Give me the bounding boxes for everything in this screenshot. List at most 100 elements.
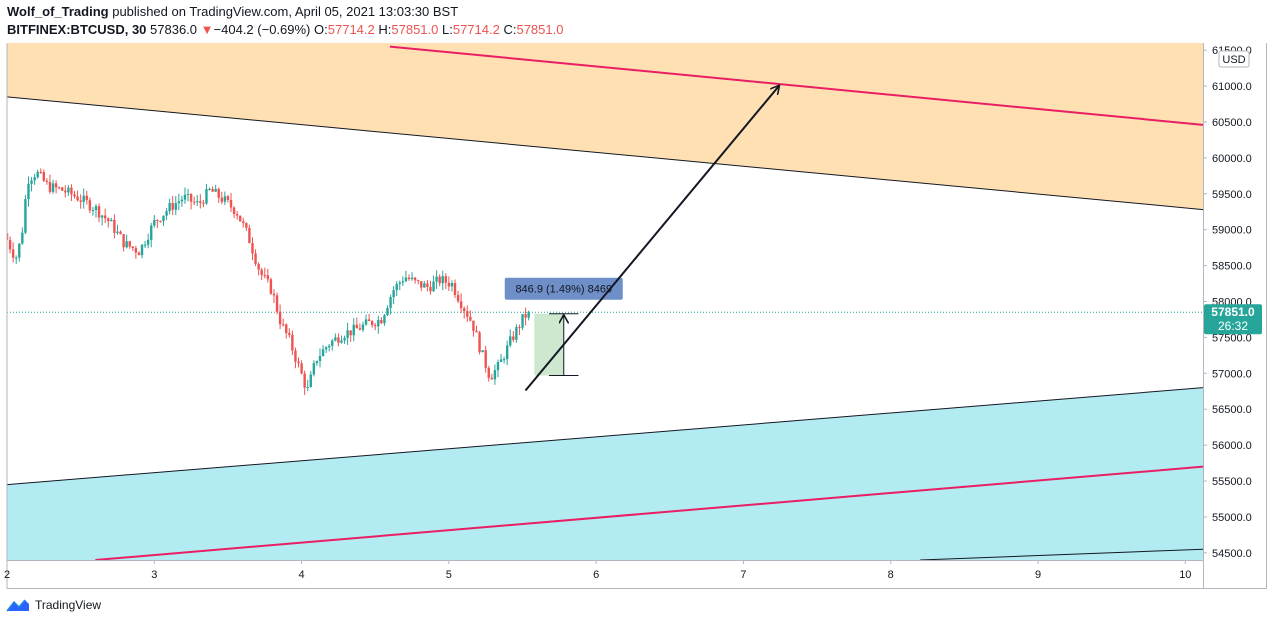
candle[interactable] — [349, 330, 352, 342]
candle[interactable] — [392, 286, 395, 305]
lower-channel-line[interactable] — [7, 387, 1203, 486]
y-tick-label[interactable]: 60000.0 — [1212, 153, 1252, 165]
candle[interactable] — [125, 234, 128, 249]
candle[interactable] — [389, 294, 392, 315]
candle[interactable] — [165, 208, 168, 220]
candle[interactable] — [177, 193, 181, 211]
candle[interactable] — [21, 227, 24, 245]
candle[interactable] — [153, 214, 156, 228]
candle[interactable] — [395, 281, 398, 296]
candle[interactable] — [82, 188, 85, 209]
y-tick-label[interactable]: 55500.0 — [1212, 476, 1252, 488]
y-tick-label[interactable]: 58500.0 — [1212, 261, 1252, 273]
candle[interactable] — [48, 174, 52, 194]
candle[interactable] — [51, 179, 55, 194]
candle[interactable] — [413, 276, 417, 284]
candle[interactable] — [128, 240, 131, 249]
candle[interactable] — [493, 364, 497, 385]
candle[interactable] — [45, 178, 49, 185]
candle[interactable] — [288, 328, 291, 338]
candle[interactable] — [33, 173, 36, 185]
candle[interactable] — [202, 199, 205, 208]
candle[interactable] — [303, 370, 306, 395]
upper-median-line[interactable] — [389, 45, 1203, 126]
candle[interactable] — [306, 379, 309, 392]
candle[interactable] — [150, 222, 153, 248]
candle[interactable] — [309, 371, 312, 388]
candle[interactable] — [36, 169, 39, 179]
candle[interactable] — [91, 206, 95, 216]
candle[interactable] — [235, 210, 239, 220]
y-axis[interactable]: 61500.061000.060500.060000.059500.059000… — [1203, 45, 1252, 560]
candle[interactable] — [266, 268, 270, 283]
candle[interactable] — [324, 346, 328, 354]
candle[interactable] — [199, 194, 202, 209]
candle[interactable] — [143, 240, 147, 249]
candle[interactable] — [358, 323, 362, 331]
candle[interactable] — [100, 214, 104, 226]
candle[interactable] — [189, 193, 193, 210]
candle[interactable] — [156, 219, 159, 228]
candle[interactable] — [183, 187, 187, 204]
candle[interactable] — [327, 343, 331, 352]
candle[interactable] — [367, 313, 371, 322]
candle[interactable] — [168, 198, 171, 215]
candle[interactable] — [226, 194, 230, 203]
candle[interactable] — [192, 196, 196, 205]
y-tick-label[interactable]: 61000.0 — [1212, 81, 1252, 93]
candle[interactable] — [383, 314, 386, 326]
candle[interactable] — [447, 276, 451, 292]
candle[interactable] — [67, 185, 70, 196]
candle[interactable] — [159, 220, 162, 223]
candle[interactable] — [456, 290, 460, 304]
candle[interactable] — [15, 255, 18, 264]
candle[interactable] — [300, 360, 303, 375]
candle[interactable] — [355, 317, 359, 329]
candle[interactable] — [245, 222, 248, 232]
candle[interactable] — [429, 280, 432, 295]
candle[interactable] — [30, 176, 33, 192]
candle[interactable] — [410, 272, 414, 281]
candle[interactable] — [444, 273, 448, 289]
candle[interactable] — [487, 365, 490, 382]
candle[interactable] — [420, 281, 423, 292]
candle[interactable] — [229, 192, 233, 213]
y-tick-label[interactable]: 60500.0 — [1212, 117, 1252, 129]
candle[interactable] — [346, 322, 349, 345]
candle[interactable] — [6, 228, 9, 241]
candle[interactable] — [281, 318, 285, 327]
candle[interactable] — [85, 190, 88, 205]
upper-channel-line[interactable] — [7, 96, 1203, 211]
candle[interactable] — [515, 324, 518, 343]
candle[interactable] — [407, 274, 411, 281]
candle[interactable] — [39, 168, 42, 174]
candle[interactable] — [76, 190, 79, 202]
candle[interactable] — [27, 176, 30, 207]
candle[interactable] — [140, 244, 144, 259]
x-tick-label[interactable]: 8 — [888, 569, 894, 581]
y-tick-label[interactable]: 56500.0 — [1212, 404, 1252, 416]
x-tick-label[interactable]: 2 — [4, 569, 10, 581]
x-tick-label[interactable]: 5 — [446, 569, 452, 581]
candle[interactable] — [57, 186, 61, 190]
candle[interactable] — [484, 345, 487, 373]
candle[interactable] — [171, 195, 174, 215]
candle[interactable] — [505, 340, 509, 366]
plot-area[interactable]: 846.9 (1.49%) 8469 — [6, 43, 1203, 560]
candle[interactable] — [496, 359, 500, 378]
candle[interactable] — [334, 333, 337, 342]
candle[interactable] — [426, 279, 429, 292]
candle[interactable] — [223, 191, 227, 205]
candle[interactable] — [481, 350, 484, 353]
candle[interactable] — [107, 217, 110, 228]
candle[interactable] — [248, 224, 251, 244]
candle[interactable] — [340, 335, 343, 344]
candle[interactable] — [211, 186, 214, 192]
candle[interactable] — [61, 186, 64, 191]
candle[interactable] — [463, 306, 466, 319]
candle[interactable] — [180, 195, 184, 207]
candle[interactable] — [401, 276, 405, 287]
x-tick-label[interactable]: 9 — [1035, 569, 1041, 581]
candle[interactable] — [103, 208, 107, 223]
